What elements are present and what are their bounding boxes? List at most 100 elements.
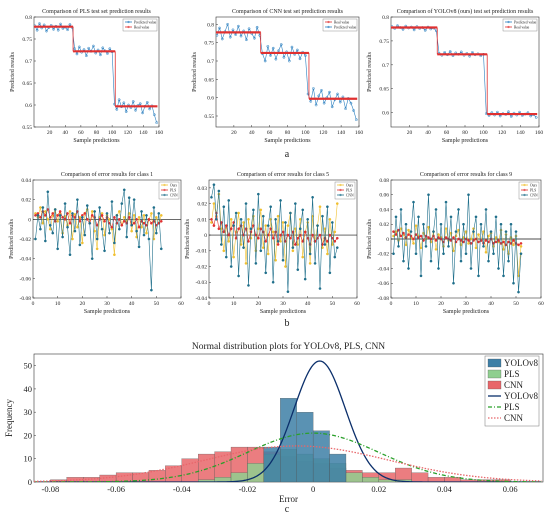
data-point bbox=[330, 221, 334, 224]
data-point bbox=[452, 281, 455, 285]
legend-label: PLS bbox=[504, 369, 520, 379]
data-point bbox=[247, 217, 250, 221]
x-tick-label: 140 bbox=[337, 130, 346, 136]
data-point bbox=[101, 46, 105, 50]
data-point bbox=[80, 241, 84, 245]
y-tick-label: -0.06 bbox=[20, 276, 32, 282]
data-point bbox=[237, 274, 240, 278]
data-point bbox=[328, 271, 332, 275]
data-point bbox=[439, 222, 443, 226]
data-point bbox=[293, 202, 297, 205]
data-point bbox=[409, 230, 413, 233]
data-point bbox=[318, 205, 322, 209]
data-point bbox=[132, 221, 136, 225]
data-point bbox=[108, 47, 112, 51]
distribution-curve-cnn bbox=[34, 445, 542, 482]
data-point bbox=[232, 255, 236, 259]
data-point bbox=[464, 252, 468, 256]
data-point bbox=[276, 243, 280, 246]
x-axis-label: Sample predictions bbox=[73, 138, 120, 144]
data-point bbox=[212, 224, 216, 227]
data-point bbox=[517, 290, 520, 294]
data-point bbox=[87, 46, 91, 50]
chart-b1: Comparison of error results for class 1 S… bbox=[9, 171, 184, 315]
data-point bbox=[51, 212, 55, 215]
data-point bbox=[239, 34, 243, 38]
data-point bbox=[106, 52, 109, 55]
data-point bbox=[264, 271, 268, 275]
y-axis-label: Predicted results bbox=[185, 218, 191, 258]
data-point bbox=[467, 239, 470, 242]
y-tick-label: 50 bbox=[24, 361, 33, 371]
x-tick-label: 0.04 bbox=[437, 484, 453, 494]
data-point bbox=[266, 224, 270, 227]
data-point bbox=[245, 38, 248, 42]
y-tick-label: 0.55 bbox=[204, 114, 214, 120]
data-point bbox=[95, 237, 99, 241]
data-point bbox=[311, 233, 314, 237]
data-point bbox=[73, 229, 77, 233]
data-point bbox=[417, 215, 420, 219]
x-tick-label: 20 bbox=[256, 301, 262, 307]
data-point bbox=[293, 243, 297, 246]
data-point bbox=[512, 243, 515, 247]
data-point bbox=[507, 240, 510, 244]
data-point bbox=[154, 231, 158, 235]
data-point bbox=[335, 202, 339, 205]
data-point bbox=[39, 206, 42, 209]
x-tick-label: 80 bbox=[462, 130, 468, 136]
data-point bbox=[227, 199, 231, 202]
data-point bbox=[412, 28, 416, 32]
chart-a1: Comparison of PLS test set prediction re… bbox=[10, 8, 163, 144]
data-point bbox=[56, 219, 60, 223]
data-point bbox=[282, 55, 286, 59]
data-point bbox=[63, 217, 67, 221]
data-point bbox=[259, 208, 263, 212]
series-cnn bbox=[34, 188, 163, 292]
y-tick-label: 0.06 bbox=[379, 193, 389, 199]
y-tick-label: 0.02 bbox=[21, 198, 31, 204]
data-point bbox=[444, 200, 448, 204]
data-point bbox=[227, 240, 231, 243]
y-axis-label: Predicted results bbox=[367, 51, 373, 91]
data-point bbox=[99, 53, 102, 57]
data-point bbox=[53, 208, 57, 211]
data-point bbox=[122, 101, 126, 105]
data-point bbox=[222, 249, 226, 253]
data-point bbox=[467, 193, 470, 197]
x-tick-label: 40 bbox=[488, 301, 494, 307]
y-tick-label: 10 bbox=[24, 454, 33, 464]
data-point bbox=[68, 221, 72, 225]
data-point bbox=[519, 242, 523, 245]
chart-title: Comparison of PLS test set prediction re… bbox=[42, 8, 151, 15]
data-point bbox=[56, 28, 60, 32]
y-tick-label: 0.6 bbox=[382, 111, 389, 117]
data-point bbox=[289, 211, 292, 215]
data-point bbox=[132, 198, 136, 202]
data-point bbox=[247, 240, 250, 243]
legend-marker bbox=[327, 20, 330, 24]
x-axis-label: Error bbox=[279, 494, 298, 504]
x-tick-label: 60 bbox=[444, 130, 450, 136]
y-tick-label: 0.55 bbox=[22, 125, 32, 131]
legend-label: Predicted value bbox=[134, 21, 157, 25]
histogram-bar bbox=[345, 472, 363, 482]
data-point bbox=[34, 214, 37, 217]
data-point bbox=[317, 94, 321, 98]
data-point bbox=[256, 236, 260, 240]
data-point bbox=[497, 239, 500, 242]
data-point bbox=[117, 210, 121, 213]
data-point bbox=[90, 257, 94, 261]
data-point bbox=[402, 259, 405, 263]
data-point bbox=[105, 212, 109, 215]
panel-label-c: c bbox=[285, 504, 290, 515]
series-line bbox=[211, 184, 338, 292]
data-point bbox=[90, 210, 94, 213]
plot-area bbox=[33, 188, 181, 292]
data-point bbox=[38, 22, 41, 25]
data-point bbox=[323, 243, 327, 246]
legend-label: Predicted value bbox=[334, 26, 357, 30]
data-point bbox=[56, 214, 60, 217]
data-point bbox=[306, 217, 310, 221]
